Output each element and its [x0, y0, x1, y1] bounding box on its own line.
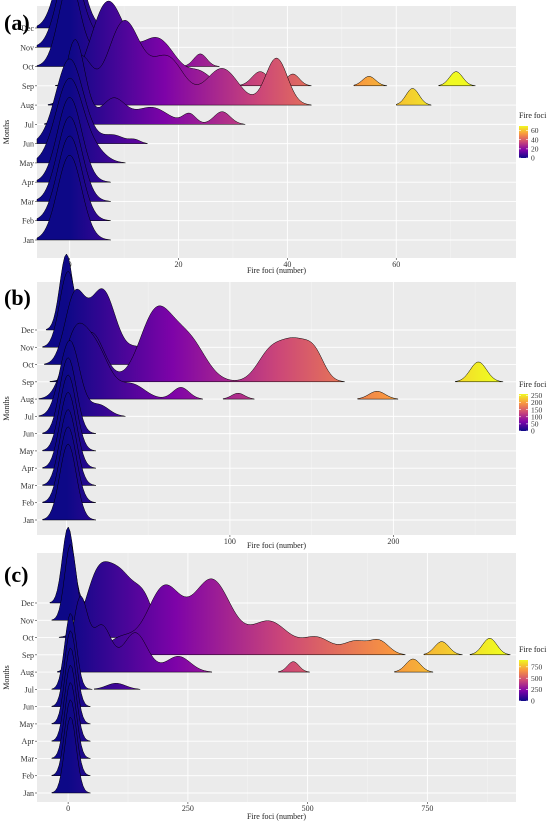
legend-label: 60	[531, 126, 539, 135]
x-tick-label: 500	[302, 804, 314, 813]
x-tick-label: 250	[182, 804, 194, 813]
y-tick-label: Mar	[21, 754, 35, 763]
y-tick-label: Feb	[22, 772, 34, 781]
legend-label: 150	[531, 405, 543, 414]
y-tick-label: Aug	[20, 668, 34, 677]
legend-colorbar	[519, 126, 528, 158]
legend-label: 200	[531, 398, 543, 407]
legend-label: 0	[531, 427, 535, 436]
ridge-sep	[80, 578, 511, 656]
y-tick-label: Dec	[21, 24, 34, 33]
x-tick-label: 100	[224, 537, 236, 546]
y-tick-label: Dec	[21, 599, 34, 608]
y-tick-label: Sep	[22, 82, 34, 91]
x-tick-label: 40	[283, 260, 291, 269]
panel-label: (a)	[4, 10, 30, 35]
x-tick-label: 750	[421, 804, 433, 813]
panel-c: Jan Feb Mar Apr May Jun Jul Aug Sep Oct Nov Dec 0 250…	[2, 526, 547, 821]
x-axis-title: Fire foci (number)	[247, 812, 306, 821]
y-axis-title: Months	[2, 120, 11, 144]
legend: Fire foci 0 250 500 750	[519, 645, 547, 706]
y-tick-label: Aug	[20, 101, 34, 110]
y-tick-label: Jan	[23, 236, 34, 245]
y-tick-label: Oct	[22, 361, 34, 370]
ridge-aug	[57, 595, 434, 673]
y-tick-label: Dec	[21, 326, 34, 335]
x-tick-label: 200	[387, 537, 399, 546]
y-tick-label: Nov	[20, 43, 34, 52]
legend-label: 40	[531, 135, 539, 144]
legend-label: 20	[531, 144, 539, 153]
y-tick-label: Mar	[21, 481, 35, 490]
ridge-jan	[36, 154, 111, 241]
legend-title: Fire foci	[519, 645, 547, 654]
y-tick-label: Nov	[20, 343, 34, 352]
y-axis-title: Months	[2, 665, 11, 689]
y-tick-label: Jan	[23, 789, 34, 798]
y-tick-label: Jul	[25, 412, 35, 421]
ridge-aug	[47, 20, 432, 106]
y-tick-label: Jul	[25, 685, 35, 694]
legend-label: 0	[531, 697, 535, 706]
x-tick-label: 20	[175, 260, 183, 269]
panel-a: JanFebMarAprMayJunJulAugSepOctNovDec0204…	[2, 0, 547, 275]
legend-colorbar	[519, 660, 528, 701]
panel-label: (c)	[4, 562, 28, 587]
legend-label: 250	[531, 685, 543, 694]
y-tick-label: Aug	[20, 395, 34, 404]
panel-label: (b)	[4, 285, 31, 310]
y-tick-label: May	[19, 720, 34, 729]
y-tick-label: May	[19, 159, 34, 168]
y-tick-label: Feb	[22, 217, 34, 226]
y-tick-label: Jun	[23, 140, 34, 149]
legend-label: 500	[531, 674, 543, 683]
panel-b: Jan Feb Mar Apr May Jun Jul Aug Sep Oct Nov Dec 0 100…	[2, 253, 547, 550]
legend-label: 100	[531, 412, 543, 421]
y-tick-label: Jan	[23, 516, 34, 525]
legend-title: Fire foci	[519, 111, 547, 120]
y-tick-label: Sep	[22, 651, 34, 660]
y-tick-label: Oct	[22, 634, 34, 643]
y-tick-label: Jun	[23, 703, 34, 712]
legend-colorbar	[519, 394, 528, 431]
y-tick-label: Apr	[22, 737, 35, 746]
y-tick-label: Jul	[25, 120, 35, 129]
y-tick-label: Mar	[21, 197, 35, 206]
y-tick-label: Oct	[22, 63, 34, 72]
y-tick-label: Sep	[22, 378, 34, 387]
y-axis-title: Months	[2, 396, 11, 420]
y-tick-label: Apr	[22, 464, 35, 473]
x-tick-label: 60	[392, 260, 400, 269]
legend-label: 750	[531, 662, 543, 671]
legend-label: 0	[531, 154, 535, 163]
ridge-jan	[51, 716, 91, 794]
legend-label: 50	[531, 419, 539, 428]
y-tick-label: Apr	[22, 178, 35, 187]
legend-label: 250	[531, 391, 543, 400]
y-tick-label: May	[19, 447, 34, 456]
legend-title: Fire foci	[519, 380, 547, 389]
x-axis-title: Fire foci (number)	[247, 541, 306, 550]
ridge-jan	[42, 443, 97, 521]
y-tick-label: Feb	[22, 499, 34, 508]
y-tick-label: Nov	[20, 616, 34, 625]
ridge-sep	[49, 305, 504, 383]
x-axis-title: Fire foci (number)	[247, 266, 306, 275]
x-tick-label: 0	[66, 804, 70, 813]
y-tick-label: Jun	[23, 430, 34, 439]
